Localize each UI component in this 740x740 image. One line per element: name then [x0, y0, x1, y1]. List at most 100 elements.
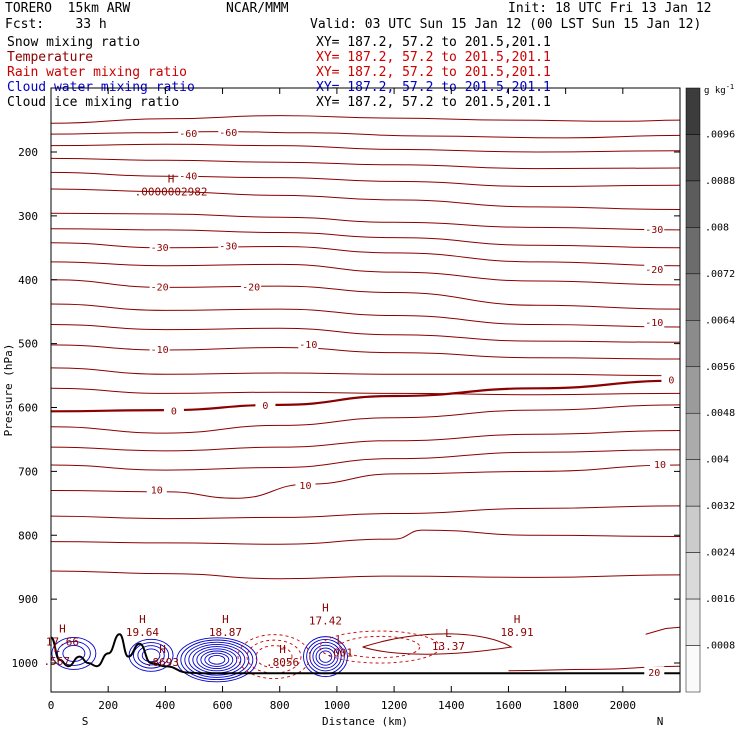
field-xy-temperature: XY= 187.2, 57.2 to 201.5,201.1	[316, 50, 551, 65]
isotherm-19	[50, 449, 681, 471]
extremum-kind-5: H	[514, 613, 521, 626]
x-tick-label-2: 400	[155, 699, 175, 712]
rain-area-b-1	[339, 635, 421, 659]
contour-label-bg-10	[298, 337, 319, 350]
contour-label-3: -30	[151, 243, 169, 254]
isotherm-12	[50, 324, 681, 343]
cloud-water-core-a-5	[196, 648, 238, 672]
nw-edge-contour	[645, 626, 681, 635]
model-title: TORERO 15km ARW	[5, 1, 131, 16]
isotherm-21	[50, 505, 681, 520]
x-tick-label-3: 600	[213, 699, 233, 712]
x-tick-label-5: 1000	[324, 699, 351, 712]
isotherm-5	[50, 188, 681, 210]
contour-label-1: -60	[219, 128, 237, 139]
org-label: NCAR/MMM	[226, 1, 289, 16]
contour-label-bg-11	[644, 316, 665, 329]
extremum-kind-3: H	[222, 613, 229, 626]
isotherm-2	[50, 143, 681, 153]
y-tick-label-3: 500	[18, 338, 38, 351]
isotherm-1	[50, 131, 681, 139]
field-name-cloud-ice: Cloud ice mixing ratio	[7, 95, 180, 110]
extremum-value-7: .8693	[146, 656, 179, 669]
cloud-water-core-a-3	[188, 643, 246, 676]
extremum-kind-7: H	[159, 643, 166, 656]
x-tick-label-4: 800	[270, 699, 290, 712]
cloud-water-core-a-7	[204, 652, 230, 667]
y-tick-label-7: 900	[18, 593, 38, 606]
x-tick-label-1: 200	[98, 699, 118, 712]
cloud-water-core-b-5	[318, 650, 333, 663]
contour-label-bg-7	[241, 280, 262, 293]
colorbar-label-8: .0032	[705, 501, 735, 512]
valid-time: Valid: 03 UTC Sun 15 Jan 12 (00 LST Sun …	[310, 17, 702, 32]
colorbar-cell-7	[685, 412, 701, 460]
colorbar-label-2: .008	[705, 222, 729, 233]
contour-label-2: -40	[179, 171, 197, 182]
rain-area-a-1	[246, 639, 302, 674]
extremum-kind-9: L	[336, 634, 343, 647]
contour-label-bg-1	[218, 125, 239, 138]
contour-label-bg-17	[649, 457, 670, 470]
contour-label-16: 10	[299, 481, 311, 492]
contour-label-8: -20	[645, 265, 663, 276]
extremum-value-9: .001	[327, 647, 354, 660]
cloud-water-core-a-1	[180, 639, 254, 681]
extremum-value-6: 13.37	[432, 640, 465, 653]
colorbar: g kg-1 .0096 .0088 .008 .0072 .0064 .0056 .004…	[685, 83, 735, 693]
contour-label-bg-16	[295, 479, 316, 492]
colorbar-cell-5	[685, 320, 701, 368]
extremum-value-2: 19.64	[126, 626, 159, 639]
extremum-value-3: 18.87	[209, 626, 242, 639]
contour-label-7: -20	[242, 282, 260, 293]
y-tick-label-5: 700	[18, 465, 38, 478]
contour-label-bg-0	[178, 127, 199, 140]
contour-label-bg-3	[149, 240, 170, 253]
isotherm-7	[50, 228, 681, 249]
isotherm-14	[50, 367, 681, 377]
contour-label-0: -60	[179, 129, 197, 140]
colorbar-cell-11	[685, 598, 701, 646]
isotherm-3	[50, 157, 681, 170]
isotherm-4	[50, 171, 681, 188]
field-xy-snow: XY= 187.2, 57.2 to 201.5,201.1	[316, 35, 551, 50]
extremum-kind-4: H	[322, 602, 329, 615]
cloud-water-core-b-4	[315, 647, 336, 666]
extremum-value-10: .567	[43, 655, 70, 668]
colorbar-cell-6	[685, 366, 701, 414]
extremum-kind-0: H	[168, 172, 175, 185]
y-tick-label-1: 300	[18, 210, 38, 223]
contour-label-bg-6	[149, 280, 170, 293]
isotherm-13	[50, 344, 681, 360]
contour-label-4: -30	[219, 242, 237, 253]
colorbar-cell-2	[685, 180, 701, 228]
extremum-kind-1: H	[59, 623, 66, 636]
contour-label-bg-14	[661, 373, 682, 386]
extremum-value-1: 17.66	[46, 636, 79, 649]
cloud-water-core-c-0	[128, 638, 174, 672]
contour-label-bg-5	[644, 222, 665, 235]
cloud-water-core-a-8	[208, 654, 226, 665]
colorbar-label-10: .0016	[705, 594, 735, 605]
colorbar-label-11: .0008	[705, 641, 735, 652]
x-tick-label-6: 1200	[381, 699, 408, 712]
y-tick-label-4: 600	[18, 402, 38, 415]
x-tick-label-8: 1600	[495, 699, 522, 712]
contour-label-14: 0	[668, 376, 674, 387]
extremum-kind-8: H	[279, 643, 286, 656]
isotherm-23	[50, 570, 681, 580]
cloud-water-core-d-0	[51, 636, 97, 670]
contour-label-9: -10	[151, 345, 169, 356]
colorbar-cell-3	[685, 227, 701, 275]
x-tick-label-10: 2000	[610, 699, 637, 712]
forecast-hour: Fcst: 33 h	[5, 17, 107, 32]
colorbar-label-7: .004	[705, 455, 729, 466]
contour-label-bg-9	[149, 343, 170, 356]
field-name-temperature: Temperature	[7, 50, 94, 65]
contour-label-15: 10	[151, 486, 163, 497]
extremum-value-0: .0000002982	[135, 185, 208, 198]
isotherm-11	[50, 303, 681, 328]
isotherm-17	[50, 404, 681, 434]
extremum-value-8: .8056	[266, 656, 299, 669]
